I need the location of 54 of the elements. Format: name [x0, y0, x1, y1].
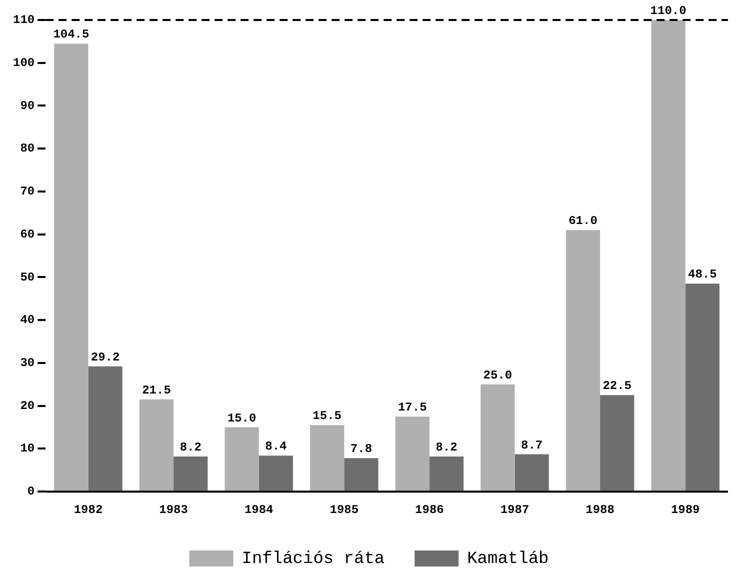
data-label: 15.5 [312, 409, 342, 424]
x-tick-label: 1987 [500, 502, 530, 517]
x-tick-label: 1986 [415, 502, 444, 517]
bar [395, 416, 430, 491]
x-tick-label: 1982 [74, 502, 103, 517]
x-tick-label: 1988 [586, 502, 614, 517]
bar [480, 384, 515, 491]
y-tick-label: 80 [20, 142, 35, 156]
bar [88, 366, 122, 491]
x-tick-label: 1983 [159, 502, 188, 517]
data-label: 8.4 [265, 440, 287, 454]
y-tick-label: 10 [20, 442, 35, 456]
bar [429, 456, 464, 491]
data-label: 15.0 [227, 411, 256, 426]
bar [224, 427, 259, 491]
y-tick-label: 20 [20, 398, 35, 413]
data-label: 61.0 [568, 214, 598, 228]
data-label: 104.5 [53, 28, 90, 42]
data-label: 22.5 [602, 379, 632, 394]
bar [310, 425, 344, 491]
bar [174, 456, 208, 491]
y-tick-label: 110 [12, 13, 35, 28]
bar [54, 44, 88, 491]
y-tick-label: 100 [12, 56, 35, 70]
y-tick-label: 60 [20, 227, 35, 242]
bar [600, 395, 634, 491]
y-tick-label: 30 [20, 356, 35, 370]
data-label: 7.8 [350, 442, 372, 456]
data-label: 21.5 [142, 383, 171, 398]
data-label: 25.0 [483, 368, 512, 382]
data-label: 110.0 [650, 4, 686, 18]
x-tick-label: 1984 [244, 502, 274, 517]
y-tick-label: 70 [20, 184, 35, 199]
data-label: 17.5 [398, 400, 427, 415]
data-label: 8.2 [180, 440, 202, 454]
y-tick-label: 0 [27, 484, 35, 499]
x-tick-label: 1985 [330, 502, 359, 517]
bar [514, 454, 549, 491]
data-label: 8.7 [521, 438, 543, 452]
legend-label: Kamatláb [467, 550, 549, 569]
y-tick-label: 40 [20, 313, 35, 328]
bar [344, 458, 378, 491]
bar [139, 399, 174, 491]
y-tick-label: 90 [20, 98, 35, 113]
data-label: 48.5 [688, 268, 717, 282]
bar [685, 284, 720, 491]
y-tick-label: 50 [20, 270, 35, 284]
bar [566, 230, 600, 491]
bar [258, 456, 293, 491]
legend-label: Inflációs ráta [242, 550, 385, 569]
x-tick-label: 1989 [670, 502, 700, 517]
bar [651, 20, 686, 491]
data-label: 29.2 [90, 350, 120, 364]
data-label: 8.2 [436, 440, 458, 454]
